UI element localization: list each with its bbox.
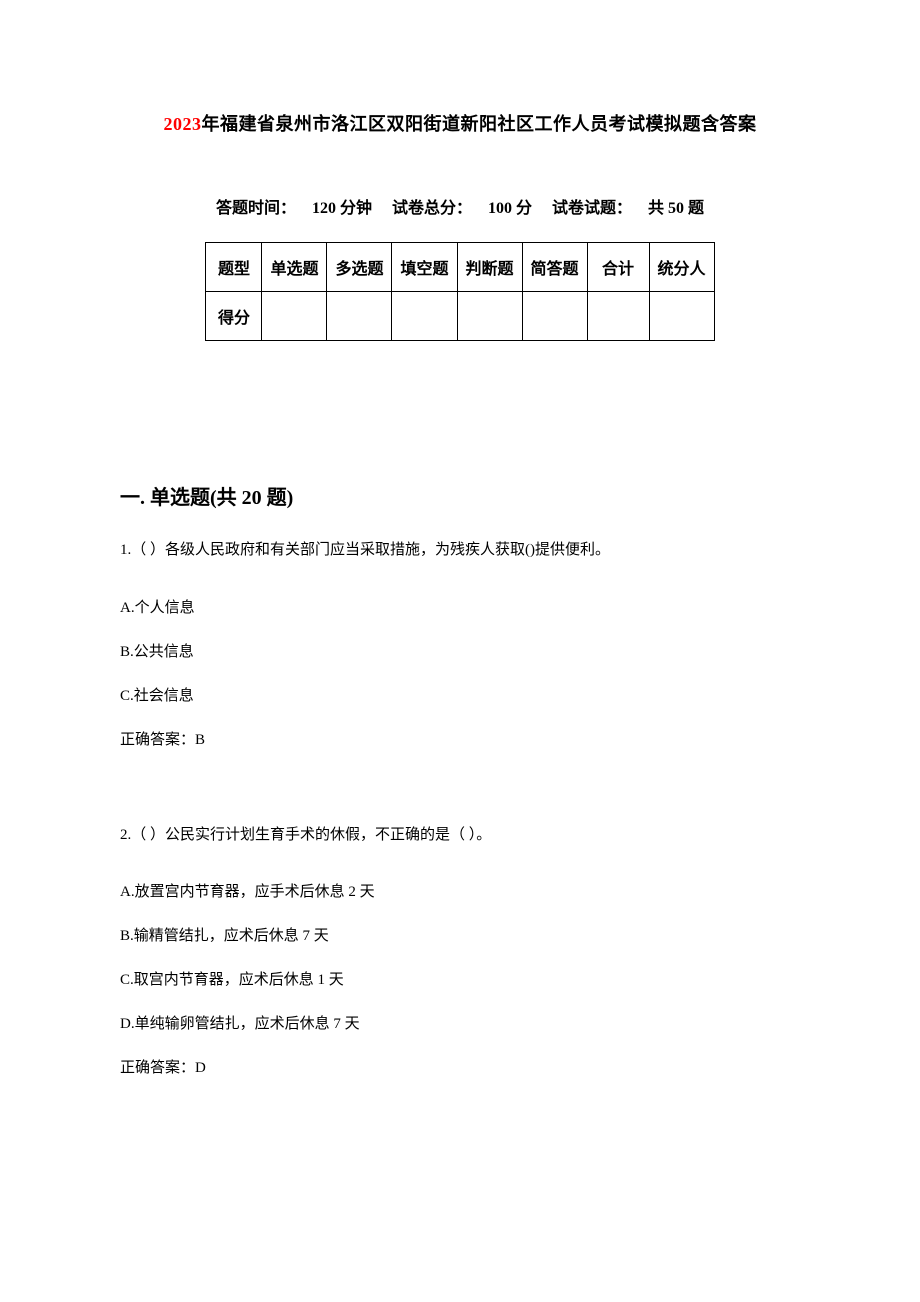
question-block: 2.（ ）公民实行计划生育手术的休假，不正确的是（ ）。 A.放置宫内节育器，应… (120, 823, 800, 1078)
table-cell-empty (587, 292, 649, 341)
document-title: 2023年福建省泉州市洛江区双阳街道新阳社区工作人员考试模拟题含答案 (120, 110, 800, 136)
table-header: 合计 (587, 243, 649, 292)
answer: 正确答案：B (120, 728, 800, 749)
question-number: 2. (120, 827, 131, 843)
time-value: 120 分钟 (312, 200, 372, 217)
time-label: 答题时间： (216, 200, 296, 217)
table-header: 题型 (206, 243, 262, 292)
answer-label: 正确答案： (120, 732, 195, 748)
question-text-content: （ ）公民实行计划生育手术的休假，不正确的是（ ）。 (131, 827, 491, 843)
table-cell-empty (262, 292, 327, 341)
section-heading: 一. 单选题(共 20 题) (120, 481, 800, 510)
answer-value: D (195, 1060, 206, 1076)
table-cell-empty (392, 292, 457, 341)
table-header-row: 题型 单选题 多选题 填空题 判断题 简答题 合计 统分人 (206, 243, 714, 292)
table-header: 判断题 (457, 243, 522, 292)
question-block: 1.（ ）各级人民政府和有关部门应当采取措施，为残疾人获取()提供便利。 A.个… (120, 538, 800, 749)
option: B.公共信息 (120, 640, 800, 664)
exam-meta: 答题时间： 120 分钟 试卷总分： 100 分 试卷试题： 共 50 题 (120, 194, 800, 218)
total-value: 100 分 (488, 200, 532, 217)
table-cell-empty (649, 292, 714, 341)
table-cell-empty (457, 292, 522, 341)
total-label: 试卷总分： (392, 200, 472, 217)
title-year: 2023 (164, 114, 202, 134)
table-header: 单选题 (262, 243, 327, 292)
question-stem: 1.（ ）各级人民政府和有关部门应当采取措施，为残疾人获取()提供便利。 (120, 538, 800, 564)
option: C.社会信息 (120, 684, 800, 708)
question-text-content: （ ）各级人民政府和有关部门应当采取措施，为残疾人获取()提供便利。 (131, 542, 610, 558)
score-table: 题型 单选题 多选题 填空题 判断题 简答题 合计 统分人 得分 (205, 242, 714, 341)
table-score-row: 得分 (206, 292, 714, 341)
table-cell-empty (327, 292, 392, 341)
table-header: 填空题 (392, 243, 457, 292)
option: A.个人信息 (120, 596, 800, 620)
option: B.输精管结扎，应术后休息 7 天 (120, 924, 800, 948)
answer-label: 正确答案： (120, 1060, 195, 1076)
count-value: 共 50 题 (648, 200, 704, 217)
answer-value: B (195, 732, 205, 748)
table-header: 简答题 (522, 243, 587, 292)
table-row-label: 得分 (206, 292, 262, 341)
option: C.取宫内节育器，应术后休息 1 天 (120, 968, 800, 992)
question-number: 1. (120, 542, 131, 558)
count-label: 试卷试题： (552, 200, 632, 217)
question-stem: 2.（ ）公民实行计划生育手术的休假，不正确的是（ ）。 (120, 823, 800, 849)
title-rest: 年福建省泉州市洛江区双阳街道新阳社区工作人员考试模拟题含答案 (202, 114, 757, 134)
table-cell-empty (522, 292, 587, 341)
option: D.单纯输卵管结扎，应术后休息 7 天 (120, 1012, 800, 1036)
answer: 正确答案：D (120, 1056, 800, 1077)
table-header: 多选题 (327, 243, 392, 292)
option: A.放置宫内节育器，应手术后休息 2 天 (120, 880, 800, 904)
table-header: 统分人 (649, 243, 714, 292)
